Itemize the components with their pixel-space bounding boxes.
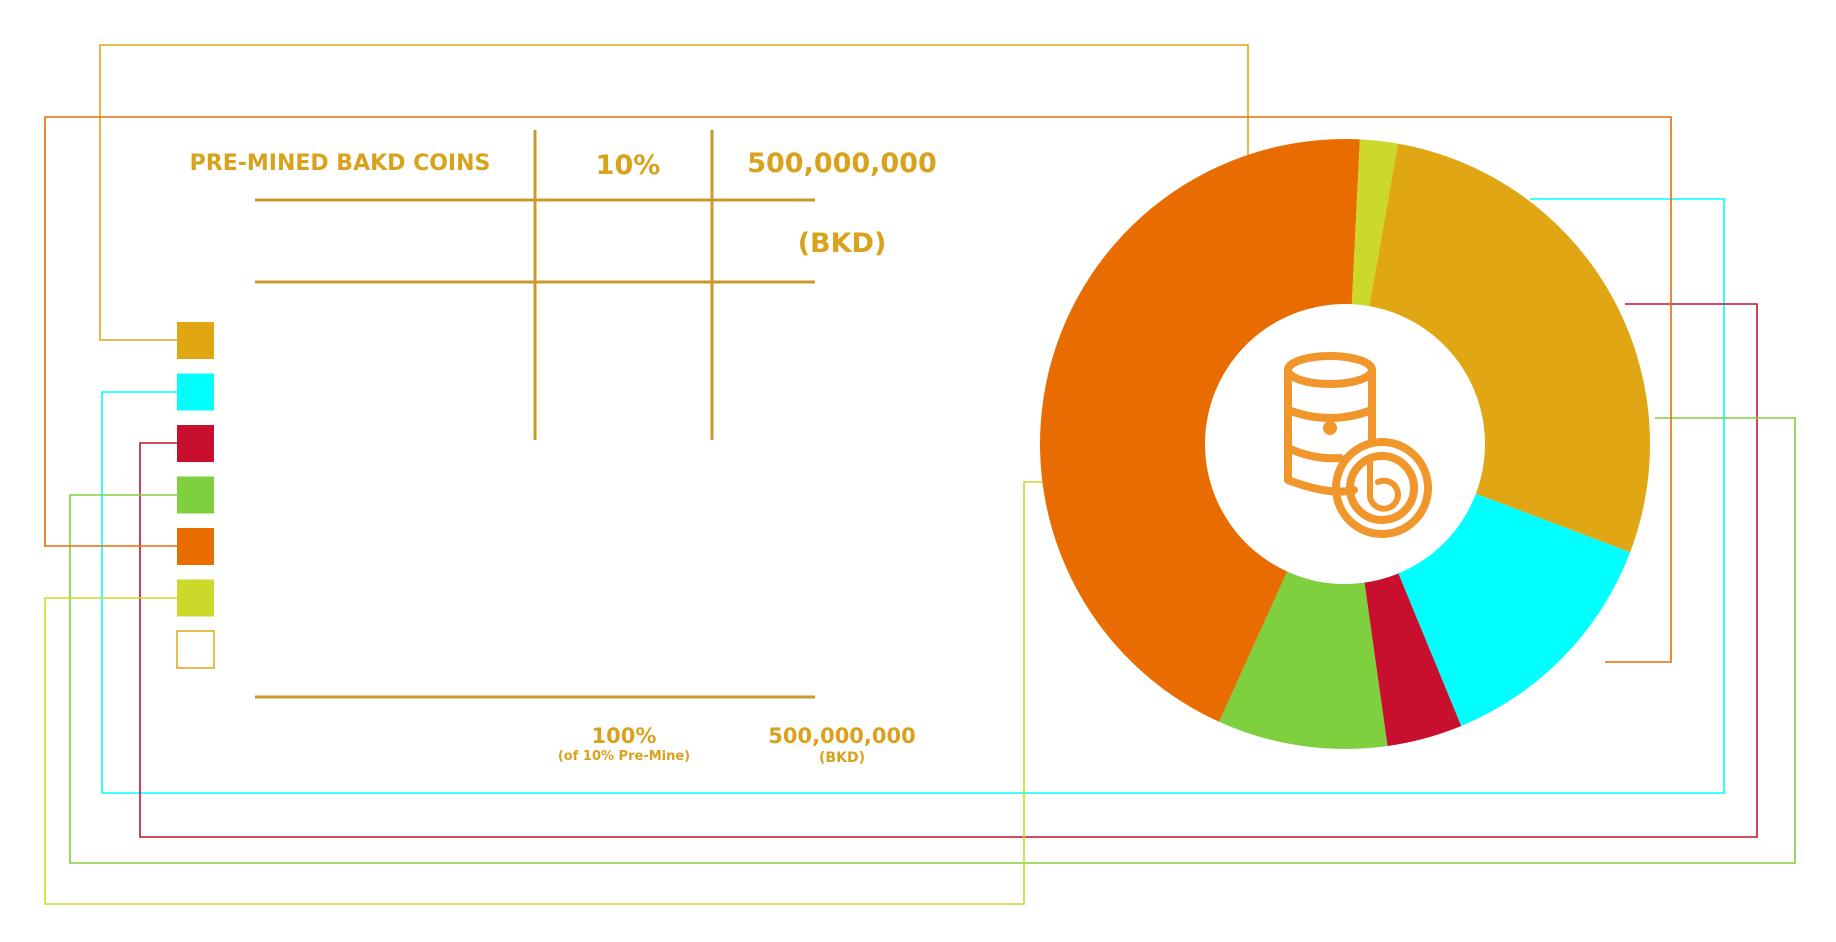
legend-swatch-5 — [177, 528, 214, 565]
table-total-unit: (BKD) — [819, 750, 865, 766]
pie-slice-5 — [1040, 139, 1360, 722]
legend-connector-lines — [44, 44, 1796, 905]
legend-swatch-3 — [177, 425, 214, 462]
coin-stack-icon — [1284, 352, 1432, 538]
pie-slice-6 — [1351, 139, 1398, 307]
legend — [176, 322, 215, 669]
connector-line-4 — [69, 417, 1796, 864]
pie-slice-2 — [1398, 493, 1631, 726]
legend-swatch-4 — [177, 476, 214, 514]
connector-line-1 — [99, 44, 1249, 341]
legend-swatch-2 — [177, 373, 214, 411]
connector-line-6 — [44, 481, 1050, 905]
table-total-percent-note: (of 10% Pre-Mine) — [558, 749, 690, 764]
connector-line-2 — [101, 198, 1725, 794]
table-header-amount: 500,000,000 — [747, 148, 937, 179]
allocation-table-grid — [255, 130, 815, 699]
table-header-unit: (BKD) — [798, 228, 887, 259]
table-header-label: PRE-MINED BAKD COINS — [190, 151, 491, 176]
legend-swatch-1 — [177, 322, 214, 359]
pie-slice-3 — [1364, 573, 1462, 747]
table-total-percent: 100% — [592, 724, 657, 748]
connector-line-5 — [44, 116, 1672, 663]
connector-line-3 — [139, 303, 1758, 838]
table-header-percent: 10% — [596, 150, 661, 181]
pie-slice-4 — [1219, 571, 1388, 749]
donut-chart — [1040, 139, 1650, 749]
table-total-amount: 500,000,000 — [768, 724, 915, 748]
legend-swatch-6 — [177, 579, 214, 617]
pie-slice-1 — [1369, 143, 1650, 553]
legend-swatch-7 — [176, 630, 215, 669]
